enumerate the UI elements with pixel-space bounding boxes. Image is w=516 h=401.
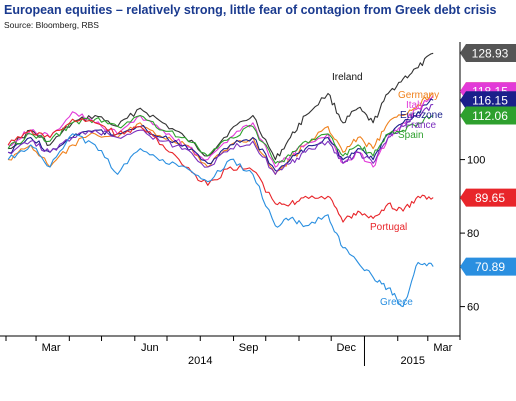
series-label-italy: Italy bbox=[406, 100, 424, 111]
y-tick-label: 80 bbox=[467, 228, 479, 240]
series-line-ireland bbox=[8, 52, 434, 161]
series-label-spain: Spain bbox=[398, 130, 424, 141]
year-label: 2014 bbox=[188, 355, 212, 367]
end-value-box-portugal: 89.65 bbox=[460, 188, 516, 207]
end-value-label: 128.93 bbox=[472, 47, 509, 61]
series-label-portugal: Portugal bbox=[370, 222, 407, 233]
x-tick-label: Jun bbox=[141, 342, 159, 354]
series-line-portugal bbox=[7, 118, 434, 223]
y-tick-label: 60 bbox=[467, 302, 479, 314]
series-label-greece: Greece bbox=[380, 297, 413, 308]
series-label-eurozone: Eurozone bbox=[400, 110, 443, 121]
end-value-label: 112.06 bbox=[472, 109, 508, 123]
end-value-box-bg bbox=[460, 91, 516, 110]
series-line-france bbox=[7, 103, 434, 175]
end-value-box-bg bbox=[460, 257, 516, 276]
end-value-box-eurozone: 116.15 bbox=[460, 91, 516, 110]
year-label: 2015 bbox=[401, 355, 425, 367]
chart-title: European equities – relatively strong, l… bbox=[4, 3, 497, 17]
end-value-box-bg bbox=[460, 44, 516, 63]
x-tick-label: Mar bbox=[433, 342, 452, 354]
series-line-spain bbox=[7, 114, 434, 164]
x-tick-label: Mar bbox=[42, 342, 61, 354]
end-value-label: 70.89 bbox=[475, 260, 505, 274]
end-value-box-bg bbox=[460, 106, 516, 125]
series-line-eurozone bbox=[7, 98, 434, 172]
series-label-ireland: Ireland bbox=[332, 72, 363, 83]
end-value-box-greece: 70.89 bbox=[460, 257, 516, 276]
series-line-greece bbox=[7, 133, 434, 308]
end-value-label: 89.65 bbox=[475, 191, 505, 205]
end-value-box-bg bbox=[460, 188, 516, 207]
series-label-germany: Germany bbox=[398, 90, 439, 101]
series-line-italy bbox=[8, 95, 434, 168]
chart-subtitle: Source: Bloomberg, RBS bbox=[4, 20, 99, 30]
series-label-france: France bbox=[405, 120, 437, 131]
x-tick-label: Sep bbox=[239, 342, 259, 354]
end-value-box-spain: 112.06 bbox=[460, 106, 516, 125]
x-tick-label: Dec bbox=[336, 342, 356, 354]
end-value-label: 116.15 bbox=[472, 94, 508, 108]
end-value-box-ireland: 128.93 bbox=[460, 44, 516, 63]
y-tick-label: 100 bbox=[467, 155, 485, 167]
